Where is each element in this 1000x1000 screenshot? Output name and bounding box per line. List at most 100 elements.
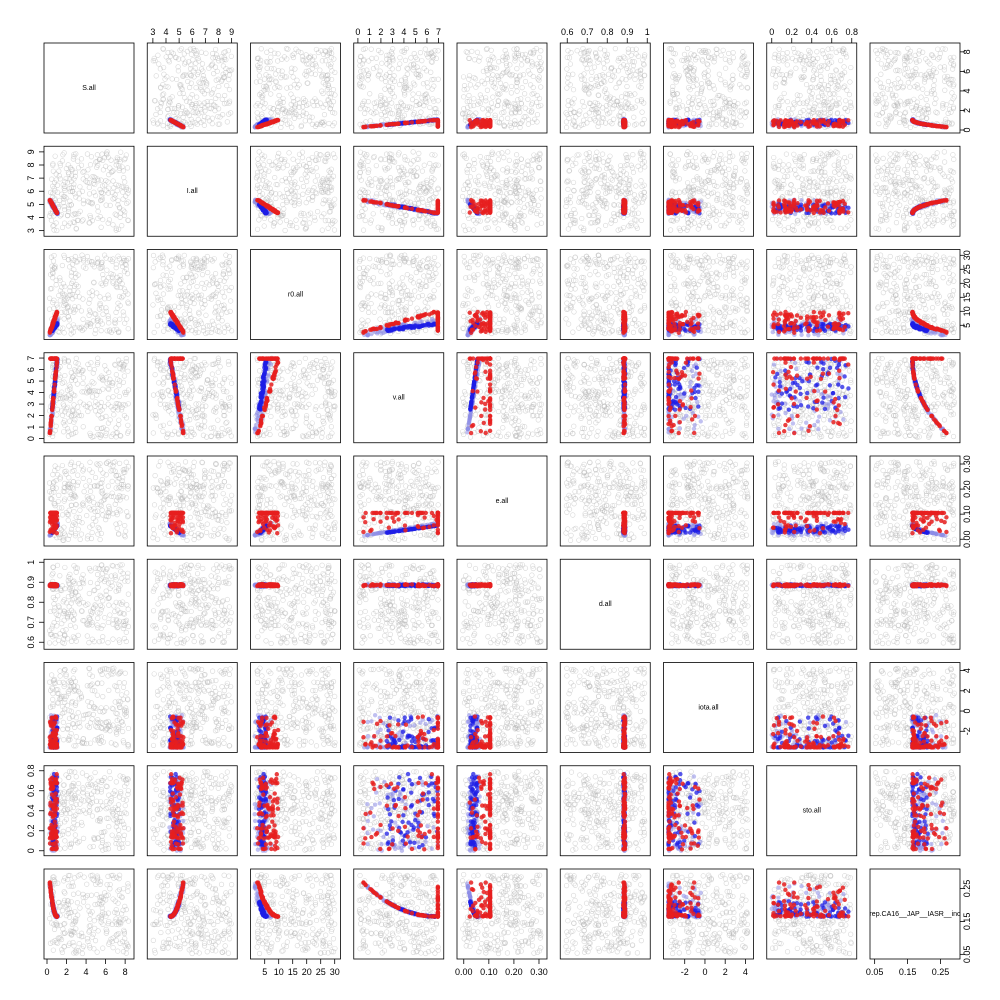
prior-point: [358, 83, 364, 90]
prior-point: [563, 119, 570, 125]
prior-point: [403, 82, 409, 88]
prior-point: [698, 81, 705, 87]
prior-point: [104, 149, 110, 155]
prior-point: [910, 74, 916, 80]
prior-point: [530, 73, 536, 80]
prior-point: [288, 69, 294, 75]
prior-point: [258, 168, 264, 174]
prior-point: [606, 71, 612, 77]
prior-point: [116, 165, 123, 171]
prior-point: [424, 51, 430, 57]
prior-point: [607, 110, 613, 116]
best-fit-point: [363, 124, 368, 130]
prior-point: [593, 74, 600, 80]
prior-point: [86, 184, 92, 191]
prior-point: [884, 62, 891, 68]
prior-point: [628, 52, 634, 58]
prior-point: [327, 105, 333, 112]
prior-point: [519, 85, 525, 91]
prior-point: [209, 121, 215, 127]
best-fit-point: [683, 117, 689, 123]
prior-point: [501, 85, 507, 91]
prior-point: [897, 111, 903, 117]
prior-point: [684, 106, 690, 112]
prior-point: [913, 65, 919, 72]
prior-point: [48, 217, 54, 223]
prior-point: [78, 156, 85, 162]
prior-point: [846, 91, 853, 98]
prior-point: [877, 80, 883, 86]
prior-point: [402, 92, 408, 98]
prior-point: [287, 84, 294, 90]
prior-point: [568, 106, 574, 112]
prior-point: [563, 110, 569, 116]
prior-point: [679, 57, 685, 63]
prior-point: [578, 51, 584, 57]
prior-point: [198, 66, 205, 72]
panel-frame: [456, 42, 548, 134]
prior-point: [229, 67, 235, 73]
prior-point: [300, 191, 306, 197]
prior-point: [357, 63, 363, 69]
prior-point: [818, 77, 824, 83]
prior-point: [628, 104, 634, 110]
prior-point: [65, 223, 71, 229]
prior-point: [581, 117, 587, 123]
prior-point: [722, 82, 729, 88]
prior-point: [331, 56, 337, 62]
prior-point: [263, 72, 269, 78]
prior-point: [912, 52, 918, 59]
prior-point: [209, 61, 216, 67]
prior-point: [270, 162, 276, 168]
prior-point: [377, 68, 383, 74]
prior-point: [526, 108, 532, 114]
prior-point: [286, 150, 292, 156]
best-fit-point: [420, 119, 425, 124]
prior-point: [109, 190, 115, 196]
best-fit-point: [622, 124, 627, 129]
prior-point: [205, 102, 211, 109]
prior-point: [196, 111, 202, 117]
prior-point: [325, 217, 331, 223]
prior-point: [365, 72, 371, 78]
prior-point: [779, 98, 785, 104]
prior-point: [525, 121, 531, 127]
prior-point: [579, 99, 586, 105]
prior-point: [204, 80, 210, 86]
prior-point: [223, 69, 229, 76]
prior-point: [357, 53, 364, 59]
best-fit-point: [841, 118, 846, 124]
prior-point: [326, 120, 332, 127]
prior-point: [192, 110, 198, 116]
prior-point: [328, 45, 334, 52]
prior-point: [898, 79, 904, 85]
panel-0-5: [559, 42, 651, 134]
prior-point: [485, 111, 491, 118]
prior-point: [839, 72, 845, 78]
prior-point: [924, 90, 930, 97]
prior-point: [287, 220, 294, 226]
prior-point: [169, 76, 175, 82]
prior-point: [892, 49, 899, 56]
prior-point: [893, 68, 899, 74]
prior-point: [800, 100, 806, 106]
prior-point: [90, 180, 96, 186]
prior-point: [568, 99, 575, 105]
prior-point: [632, 76, 638, 83]
prior-point: [420, 81, 427, 87]
prior-point: [165, 50, 171, 56]
prior-point: [282, 74, 288, 80]
prior-point: [807, 61, 813, 67]
prior-point: [563, 124, 570, 131]
prior-point: [320, 51, 327, 57]
prior-point: [633, 71, 639, 78]
prior-point: [771, 65, 777, 72]
prior-point: [772, 103, 779, 110]
prior-point: [501, 69, 507, 76]
prior-point: [512, 121, 518, 127]
prior-point: [73, 225, 79, 231]
prior-point: [157, 104, 163, 110]
prior-point: [715, 114, 721, 120]
prior-point: [410, 80, 417, 86]
prior-point: [267, 104, 273, 111]
